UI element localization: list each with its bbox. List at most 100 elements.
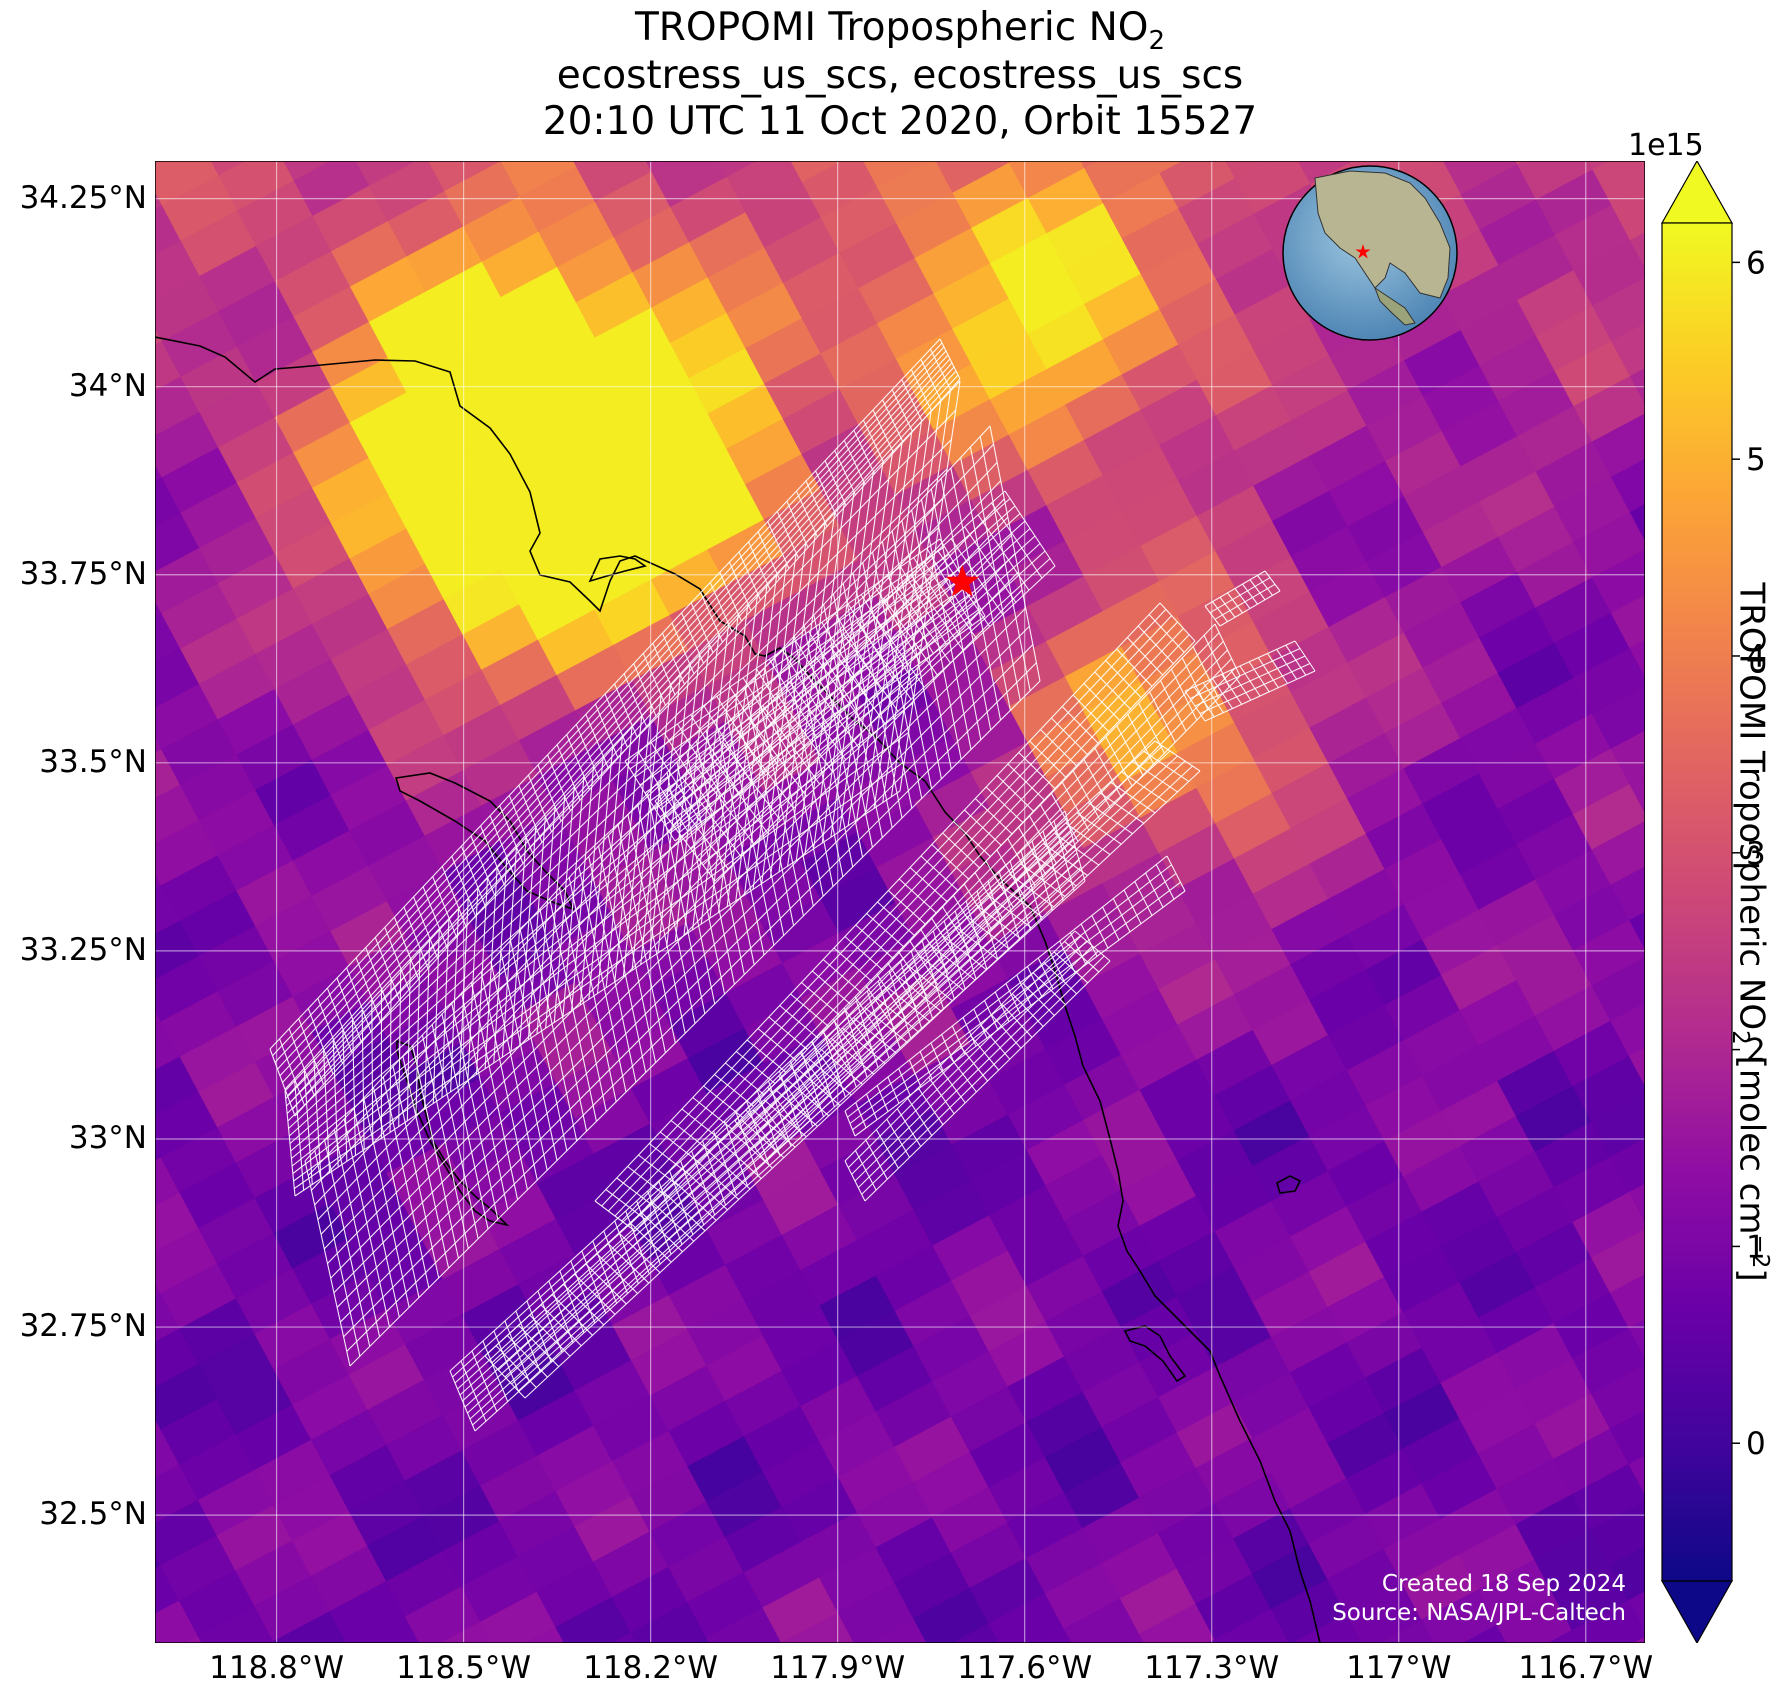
no2-pixel — [645, 161, 673, 173]
map-title: TROPOMI Tropospheric NO2 — [155, 6, 1645, 63]
no2-pixel-layer — [155, 161, 1645, 1643]
colorbar-label-units: [molec cm — [1731, 1044, 1772, 1235]
gridlines — [155, 161, 1645, 1643]
footprint-line — [511, 760, 1186, 1385]
site-star-marker — [945, 564, 980, 597]
no2-pixel — [1462, 1624, 1507, 1643]
no2-pixel — [1591, 957, 1645, 1022]
footprint-line — [292, 702, 914, 1174]
footprint-line — [269, 338, 941, 1050]
footprint-line — [287, 497, 944, 1122]
footprint-line — [285, 409, 957, 1099]
colorbar-tick-label: 4 — [1746, 639, 1766, 675]
footprint-line — [654, 490, 1006, 802]
footprint-line — [660, 498, 1011, 810]
footprint-line — [659, 592, 972, 818]
footprint-scene-2 — [284, 380, 961, 1197]
footprint-line — [287, 366, 955, 1097]
no2-pixel — [1592, 413, 1645, 478]
no2-pixel — [184, 1635, 203, 1643]
no2-pixel — [1297, 161, 1355, 185]
footprint-line — [484, 740, 1156, 1357]
no2-pixel — [1610, 458, 1645, 513]
no2-pixel — [1628, 1319, 1645, 1359]
latitude-tick-label: 33.5°N — [39, 743, 147, 780]
no2-pixel — [1611, 186, 1645, 241]
footprint-line — [333, 589, 1023, 1294]
no2-pixel — [1121, 1633, 1145, 1643]
footprint-line — [1212, 601, 1228, 622]
no2-pixel — [695, 1637, 710, 1643]
no2-pixel — [1592, 277, 1645, 342]
no2-pixel — [863, 161, 929, 189]
footprint-line — [734, 623, 1216, 1122]
footprint-line — [601, 608, 1167, 1207]
colorbar-label: TROPOMI Tropospheric NO2 [molec cm−2] — [1720, 432, 1780, 1432]
credit-source: Source: NASA/JPL-Caltech — [1332, 1600, 1626, 1626]
no2-pixel — [1629, 504, 1645, 541]
no2-pixel — [1214, 1608, 1290, 1643]
san-diego-bay — [1123, 1325, 1187, 1383]
no2-pixel — [1628, 1591, 1645, 1632]
footprint-line — [852, 881, 1181, 1131]
footprint-line — [654, 584, 968, 810]
latitude-tick-label: 33.25°N — [19, 931, 147, 968]
footprint-line — [844, 855, 1168, 1112]
no2-pixel — [1591, 1092, 1645, 1158]
latitude-tick-label: 32.5°N — [39, 1496, 147, 1533]
no2-map — [155, 161, 1645, 1643]
footprint-line — [292, 374, 959, 1110]
footprint-line — [714, 565, 1056, 882]
footprint-line — [452, 817, 1068, 1378]
footprint-line — [639, 561, 954, 786]
colorbar-tick-label: 2 — [1746, 1033, 1766, 1069]
footprint-line — [857, 950, 1099, 1189]
no2-pixel — [1609, 1545, 1645, 1601]
footprint-line — [1249, 579, 1266, 601]
no2-pixel — [272, 1610, 348, 1643]
footprint-line — [644, 569, 959, 794]
ecostress-footprints — [269, 338, 1316, 1432]
footprint-line — [847, 935, 1082, 1169]
footprint-line — [847, 864, 1172, 1118]
footprint-scene-10 — [844, 855, 1186, 1137]
no2-pixel — [1591, 821, 1645, 886]
no2-pixel — [1628, 1455, 1645, 1496]
footprint-line — [854, 890, 1186, 1137]
colorbar-label-text: TROPOMI Tropospheric NO — [1731, 582, 1772, 1031]
footprint-line — [864, 960, 1111, 1202]
footprint-line — [327, 553, 1016, 1264]
no2-pixel — [1628, 1047, 1645, 1087]
globe-central-america — [1373, 286, 1416, 326]
footprint-line — [607, 615, 1173, 1212]
footprint-line — [1219, 590, 1281, 627]
footprint-line — [1257, 575, 1273, 596]
footprint-line — [339, 625, 1030, 1323]
no2-pixel — [573, 161, 588, 167]
longitude-tick-label: 116.7°W — [1518, 1650, 1654, 1686]
footprint-line — [1199, 662, 1311, 715]
colorbar-tick-label: 5 — [1746, 442, 1766, 478]
footprint-line — [702, 550, 1046, 866]
no2-pixel — [1590, 1500, 1645, 1566]
no2-pixel — [951, 1623, 1000, 1643]
footprint-line — [1194, 655, 1306, 707]
footprint-line — [464, 852, 1078, 1408]
footprint-line — [504, 755, 1178, 1378]
footprint-line — [320, 516, 1009, 1235]
footprint-line — [1242, 583, 1258, 605]
footprint-line — [467, 859, 1080, 1414]
inset-globe — [1282, 165, 1458, 341]
footprint-line — [1189, 647, 1301, 700]
globe-land — [1314, 170, 1451, 299]
footprint-line — [282, 358, 951, 1083]
footprint-line — [1234, 588, 1251, 609]
footprint-line — [343, 644, 1034, 1338]
footprint-line — [284, 380, 961, 1092]
footprint-line — [754, 658, 1233, 1149]
footprint-scene-8 — [594, 602, 1196, 1232]
no2-pixel — [1225, 161, 1269, 180]
footprint-line — [1184, 640, 1296, 692]
footprint-line — [861, 955, 1105, 1195]
footprint-line — [336, 607, 1027, 1308]
